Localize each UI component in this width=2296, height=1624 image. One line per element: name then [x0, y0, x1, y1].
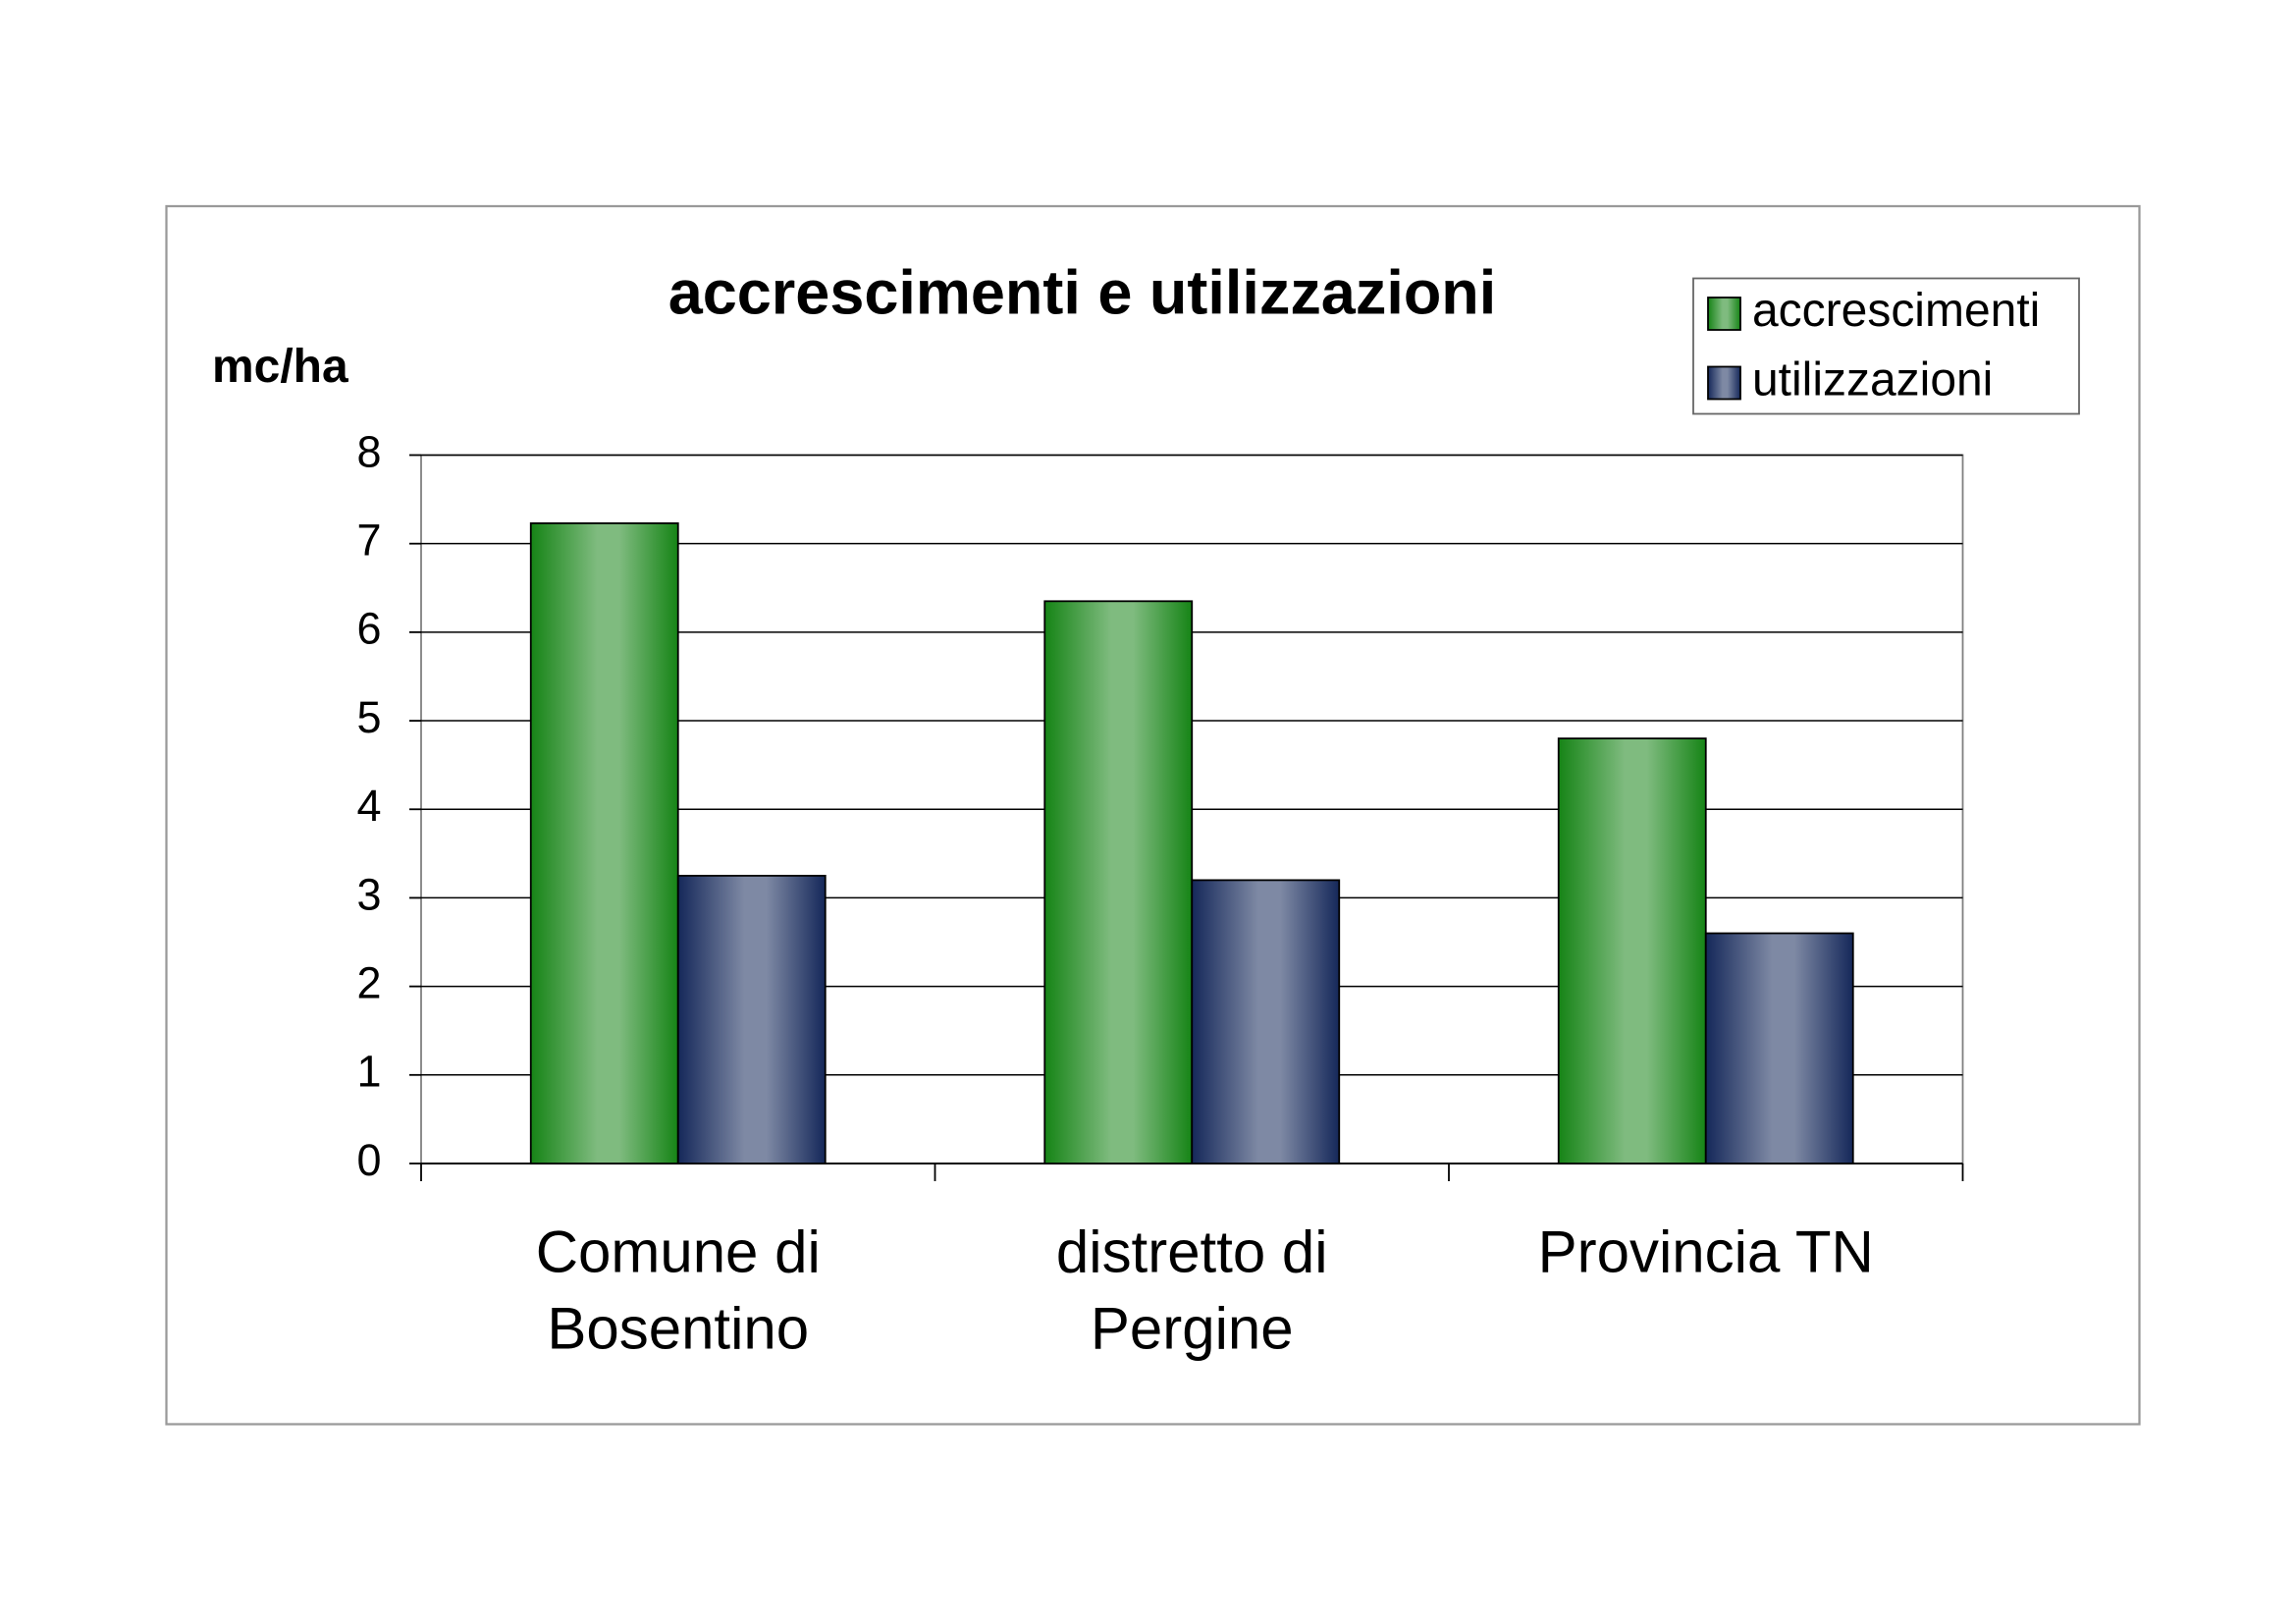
- bar: [1043, 600, 1194, 1164]
- legend-swatch: [1707, 297, 1741, 331]
- x-tick-label: Comune di Bosentino: [536, 1218, 821, 1361]
- x-tick-label: Provincia TN: [1538, 1218, 1874, 1284]
- bar: [529, 522, 679, 1164]
- bar: [1557, 737, 1707, 1164]
- legend-label: utilizzazioni: [1752, 354, 1993, 406]
- bar: [1191, 879, 1341, 1164]
- y-tick-label: 3: [356, 869, 381, 919]
- y-tick-label: 2: [356, 958, 381, 1008]
- y-axis-label: mc/ha: [212, 341, 348, 393]
- legend-swatch: [1707, 365, 1741, 401]
- bar: [676, 874, 827, 1164]
- chart-title: accrescimenti e utilizzazioni: [668, 259, 1497, 328]
- legend-label: accrescimenti: [1752, 285, 2040, 337]
- y-tick-label: 6: [356, 604, 381, 654]
- legend-box: [1692, 277, 2080, 415]
- x-tick-label: distretto di Pergine: [1056, 1218, 1328, 1361]
- y-tick-label: 5: [356, 692, 381, 742]
- y-tick-label: 7: [356, 515, 381, 566]
- bar: [1704, 932, 1854, 1164]
- y-tick-label: 0: [356, 1135, 381, 1185]
- y-tick-label: 1: [356, 1047, 381, 1097]
- y-tick-label: 4: [356, 781, 381, 831]
- y-tick-label: 8: [356, 426, 381, 476]
